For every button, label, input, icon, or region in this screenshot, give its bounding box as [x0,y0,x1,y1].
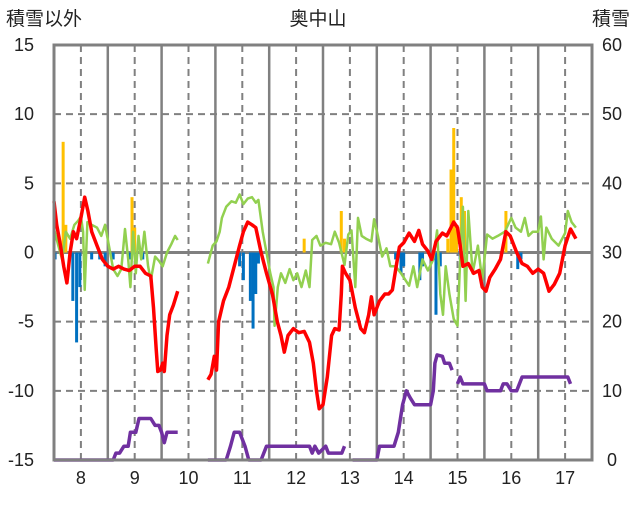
y-left-tick-label: -15 [8,450,34,470]
x-tick-label: 9 [130,468,140,488]
orange-bar [302,238,306,253]
y-right-tick-label: 60 [602,35,622,55]
orange-bar [339,211,343,253]
blue-bar [90,252,94,260]
blue-bar [256,252,260,264]
x-tick-label: 16 [501,468,521,488]
purple-series-line [352,353,454,462]
x-tick-label: 17 [555,468,575,488]
y-left-tick-label: 0 [24,243,34,263]
x-tick-label: 13 [340,468,360,488]
blue-bar [254,252,258,294]
blue-bar [438,252,442,267]
ticks: 8 9 10 11 12 13 14 15 16 17151050-5-10-1560504030… [8,35,622,488]
blue-bar [399,252,403,274]
x-tick-label: 15 [447,468,467,488]
blue-bar [394,252,398,260]
orange-bar [61,141,65,253]
y-left-tick-label: 5 [24,173,34,193]
x-tick-label: 11 [233,468,252,488]
right-axis-label: 積雪 [592,8,630,30]
purple-series-line [207,430,347,462]
y-right-tick-label: 30 [602,243,622,263]
y-left-tick-label: 10 [14,104,34,124]
purple-series-line [455,375,573,393]
blue-bar [248,252,252,301]
red-series-line [206,220,578,411]
chart-title: 奥中山 [289,8,346,30]
y-right-tick-label: 20 [602,312,622,332]
orange-bar [454,224,458,253]
blue-bar [127,252,131,260]
blue-bar [516,252,520,270]
blue-bar [402,252,406,267]
blue-bar [238,252,242,267]
y-left-tick-label: -10 [8,381,34,401]
green-series-line [52,215,179,292]
blue-bar [78,252,82,288]
y-right-tick-label: 10 [602,381,622,401]
blue-bar [103,252,107,267]
plot-frame [52,43,594,462]
orange-bar [130,197,134,253]
x-tick-label: 8 [76,468,86,488]
y-left-tick-label: 15 [14,35,34,55]
x-tick-label: 14 [394,468,414,488]
blue-bar [519,252,523,260]
blue-bar [111,252,115,260]
y-right-tick-label: 0 [607,450,617,470]
y-right-tick-label: 50 [602,104,622,124]
y-right-tick-label: 40 [602,173,622,193]
blue-bar [75,252,79,343]
y-left-tick-label: -5 [18,312,34,332]
lines [52,193,578,462]
blue-bar [434,252,438,315]
orange-bar [449,169,453,253]
left-axis-label: 積雪以外 [6,8,82,30]
orange-bar [343,238,347,253]
blue-bar [241,252,245,281]
x-tick-label: 12 [286,468,306,488]
blue-bar [71,252,75,301]
purple-series-line [54,416,178,462]
blue-bar [418,252,422,281]
blue-bar [251,252,255,329]
green-series-line [206,193,577,328]
red-series-line [52,195,180,374]
x-tick-label: 10 [178,468,198,488]
orange-bar [446,238,450,253]
orange-bar [452,128,456,253]
